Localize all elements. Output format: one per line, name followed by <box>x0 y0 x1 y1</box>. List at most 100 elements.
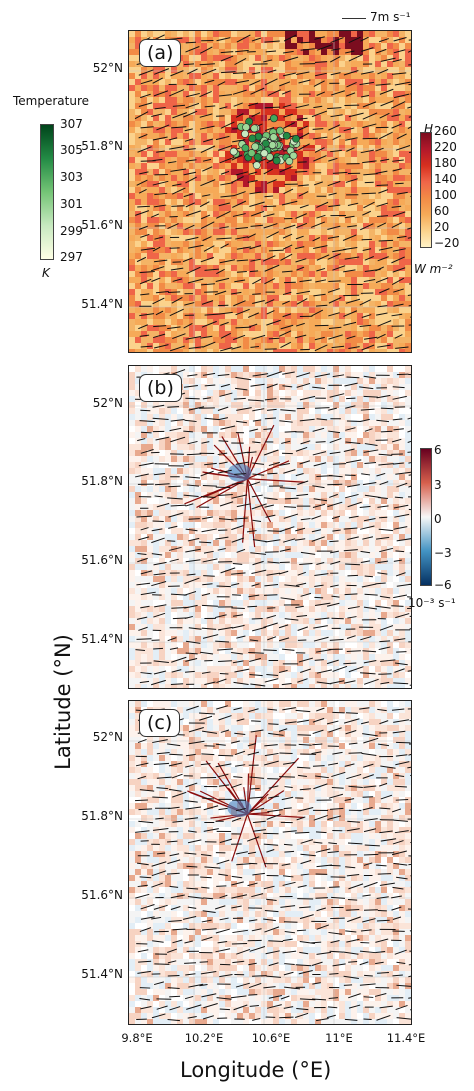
heat-cell <box>291 534 297 540</box>
heat-cell <box>189 444 195 450</box>
wind-vector <box>375 48 387 54</box>
heat-cell <box>357 223 363 229</box>
heat-cell <box>267 253 273 259</box>
heat-cell <box>405 516 411 522</box>
heat-cell <box>351 372 357 378</box>
heat-cell <box>393 510 399 516</box>
heat-cell <box>249 241 255 247</box>
heat-cell <box>177 73 183 79</box>
heat-cell <box>159 193 165 199</box>
heat-cell <box>405 121 411 127</box>
heat-cell <box>321 217 327 223</box>
heat-cell <box>249 97 255 103</box>
heat-cell <box>363 408 369 414</box>
heat-cell <box>255 444 261 450</box>
heat-cell <box>273 301 279 307</box>
heat-cell <box>405 211 411 217</box>
heat-cell <box>375 378 381 384</box>
heat-cell <box>315 570 321 576</box>
heat-cell <box>321 223 327 229</box>
heat-cell <box>363 193 369 199</box>
heat-cell <box>375 289 381 295</box>
heat-cell <box>213 546 219 552</box>
heat-cell <box>231 109 237 115</box>
heat-cell <box>369 414 375 420</box>
heat-cell <box>363 199 369 205</box>
heat-cell <box>345 259 351 265</box>
heat-cell <box>183 229 189 235</box>
heat-cell <box>285 115 291 121</box>
heat-cell <box>135 67 141 73</box>
heat-cell <box>351 181 357 187</box>
heat-cell <box>213 139 219 145</box>
heat-cell <box>351 474 357 480</box>
heat-cell <box>207 582 213 588</box>
heat-cell <box>303 157 309 163</box>
heat-cell <box>237 456 243 462</box>
heat-cell <box>387 97 393 103</box>
heat-cell <box>141 151 147 157</box>
heat-cell <box>159 498 165 504</box>
heat-cell <box>303 456 309 462</box>
heat-cell <box>267 492 273 498</box>
heat-cell <box>339 534 345 540</box>
heat-cell <box>291 546 297 552</box>
heat-cell <box>207 199 213 205</box>
heat-cell <box>351 510 357 516</box>
heat-cell <box>393 462 399 468</box>
heat-cell <box>387 43 393 49</box>
heat-cell <box>321 450 327 456</box>
heat-cell <box>357 456 363 462</box>
heat-cell <box>303 85 309 91</box>
wind-vector <box>172 112 187 119</box>
heat-cell <box>279 235 285 241</box>
heat-cell <box>249 265 255 271</box>
heat-cell <box>147 265 153 271</box>
heat-cell <box>153 307 159 313</box>
heat-cell <box>345 271 351 277</box>
heat-cell <box>309 193 315 199</box>
heat-cell <box>219 480 225 486</box>
heat-cell <box>375 223 381 229</box>
heat-cell <box>381 199 387 205</box>
heat-cell <box>285 414 291 420</box>
heat-cell <box>375 534 381 540</box>
heat-cell <box>321 73 327 79</box>
heat-cell <box>231 534 237 540</box>
heat-cell <box>213 516 219 522</box>
heat-cell <box>201 91 207 97</box>
heat-cell <box>309 121 315 127</box>
heat-cell <box>267 247 273 253</box>
heat-cell <box>207 558 213 564</box>
heat-cell <box>135 295 141 301</box>
heat-cell <box>177 319 183 325</box>
heat-cell <box>195 337 201 343</box>
wind-vector <box>295 322 305 327</box>
heat-cell <box>231 456 237 462</box>
heat-cell <box>381 396 387 402</box>
heat-cell <box>315 139 321 145</box>
wind-vector <box>139 278 152 285</box>
heat-cell <box>321 396 327 402</box>
heat-cell <box>231 115 237 121</box>
heat-cell <box>303 325 309 331</box>
wind-vector <box>280 324 294 330</box>
wind-vector <box>379 158 390 162</box>
heat-cell <box>357 43 363 49</box>
heat-cell <box>399 247 405 253</box>
heat-cell <box>339 408 345 414</box>
wind-vector <box>135 210 150 216</box>
heat-cell <box>243 295 249 301</box>
heat-cell <box>345 55 351 61</box>
heat-cell <box>369 265 375 271</box>
heat-cell <box>333 103 339 109</box>
heat-cell <box>213 474 219 480</box>
wind-vector <box>216 37 231 42</box>
heat-cell <box>237 187 243 193</box>
wind-vector <box>219 106 228 110</box>
heat-cell <box>159 504 165 510</box>
heat-cell <box>153 325 159 331</box>
heat-cell <box>393 295 399 301</box>
wind-vector <box>311 309 324 317</box>
heat-cell <box>357 283 363 289</box>
